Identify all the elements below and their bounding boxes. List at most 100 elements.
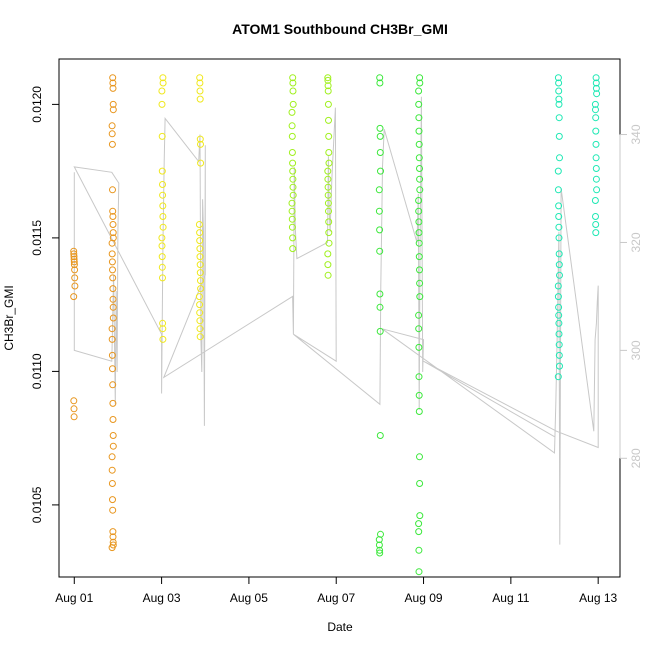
data-point	[415, 154, 423, 162]
data-point	[196, 253, 204, 261]
data-point	[109, 533, 117, 541]
data-point	[70, 255, 78, 263]
data-point	[554, 373, 562, 381]
data-point	[592, 175, 600, 183]
data-point	[555, 330, 563, 338]
data-point	[288, 215, 296, 223]
data-point	[325, 149, 333, 156]
data-point	[71, 282, 79, 290]
data-point	[109, 399, 117, 407]
data-point	[324, 191, 332, 199]
data-point	[71, 274, 79, 282]
data-point	[325, 116, 332, 124]
data-point	[196, 309, 204, 317]
data-point	[288, 199, 296, 207]
data-point	[70, 253, 78, 261]
data-point	[324, 87, 332, 95]
data-point	[159, 181, 166, 188]
right-tick-label: 340	[629, 124, 643, 144]
data-point	[158, 100, 166, 108]
data-point	[416, 293, 424, 301]
data-point	[109, 432, 117, 439]
data-point	[109, 314, 117, 322]
data-point	[554, 186, 562, 194]
data-point	[289, 79, 297, 87]
data-point	[108, 351, 116, 359]
data-point	[416, 279, 424, 287]
data-point	[556, 154, 563, 162]
data-point	[324, 261, 332, 269]
data-point	[109, 295, 117, 303]
data-point	[108, 544, 116, 552]
data-point	[376, 247, 384, 255]
data-point	[375, 207, 383, 215]
data-point	[158, 253, 166, 261]
data-point	[324, 199, 332, 207]
data-point	[592, 140, 600, 148]
data-point	[109, 416, 117, 423]
data-point	[109, 528, 117, 536]
data-point	[196, 135, 204, 143]
data-point	[376, 226, 384, 234]
data-point	[109, 221, 117, 228]
data-point	[288, 108, 296, 116]
data-point	[288, 122, 296, 130]
data-point	[109, 207, 117, 215]
data-point	[289, 175, 297, 183]
data-point	[196, 237, 204, 245]
data-point	[159, 213, 167, 220]
x-tick-label: Aug 07	[317, 591, 355, 605]
data-point	[324, 167, 332, 175]
data-point	[288, 132, 296, 140]
data-point	[289, 167, 297, 175]
data-point	[416, 79, 424, 87]
data-point	[159, 223, 167, 231]
data-point	[377, 167, 384, 175]
data-point	[415, 325, 423, 333]
data-point	[555, 261, 563, 269]
data-point	[109, 274, 117, 282]
data-point	[195, 221, 203, 228]
data-point	[108, 130, 116, 138]
data-point	[109, 84, 117, 92]
data-point	[196, 301, 204, 309]
data-point	[109, 538, 117, 546]
data-point	[159, 274, 166, 282]
x-tick-label: Aug 01	[55, 591, 93, 605]
data-point	[415, 391, 423, 399]
data-point	[555, 79, 563, 87]
data-point	[556, 362, 563, 370]
data-point	[158, 234, 166, 242]
data-point	[415, 127, 423, 135]
data-point	[415, 311, 423, 319]
data-point	[554, 293, 562, 301]
data-point	[416, 74, 424, 82]
data-point	[555, 95, 563, 103]
data-point	[108, 140, 116, 148]
data-point	[415, 207, 423, 215]
data-point	[324, 74, 332, 82]
data-point	[70, 413, 78, 421]
data-point	[554, 167, 562, 175]
data-point	[108, 335, 116, 343]
data-point	[159, 191, 167, 199]
data-point	[70, 250, 78, 258]
data-point	[592, 165, 600, 172]
y-tick-label: 0.0120	[30, 86, 44, 123]
data-point	[555, 213, 563, 220]
data-point	[554, 282, 562, 290]
data-point	[555, 250, 563, 258]
data-point	[591, 197, 599, 204]
data-point	[70, 405, 78, 413]
data-point	[415, 546, 423, 554]
data-point	[555, 100, 563, 108]
data-point	[109, 106, 117, 114]
data-point	[377, 530, 384, 538]
data-point	[289, 159, 297, 167]
data-point	[555, 351, 563, 359]
data-point	[415, 373, 423, 381]
x-tick-label: Aug 11	[492, 591, 529, 605]
data-point	[592, 74, 600, 82]
data-point	[415, 568, 423, 576]
data-point	[109, 285, 117, 293]
